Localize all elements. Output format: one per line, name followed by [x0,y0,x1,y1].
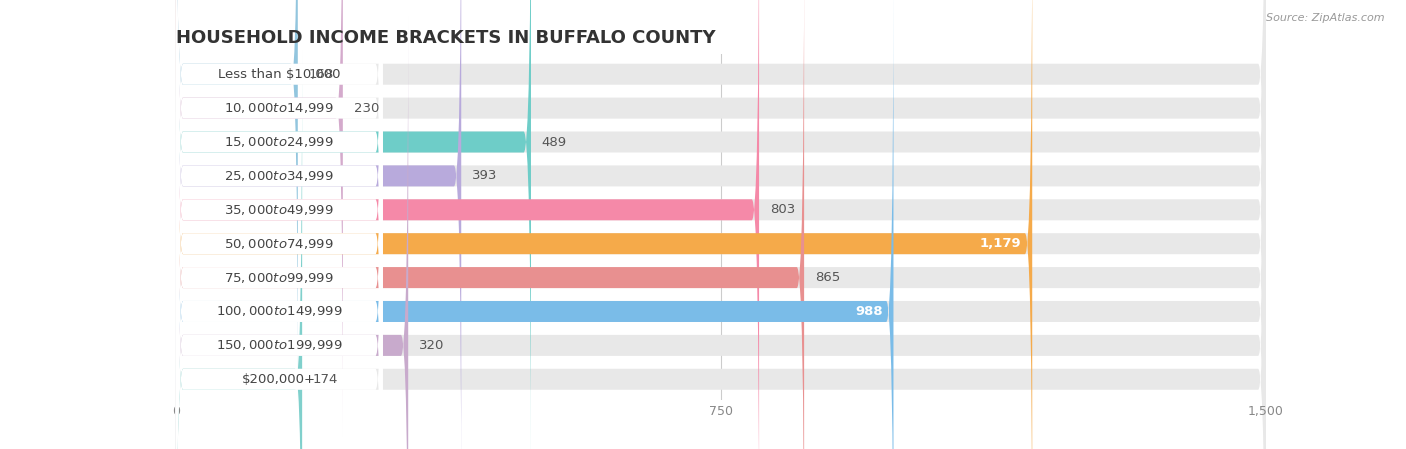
FancyBboxPatch shape [176,0,893,449]
Text: 803: 803 [770,203,796,216]
FancyBboxPatch shape [176,0,382,449]
FancyBboxPatch shape [176,0,1265,449]
Text: $150,000 to $199,999: $150,000 to $199,999 [217,339,343,352]
FancyBboxPatch shape [176,0,1265,449]
Text: $25,000 to $34,999: $25,000 to $34,999 [225,169,335,183]
Text: $50,000 to $74,999: $50,000 to $74,999 [225,237,335,251]
Text: $35,000 to $49,999: $35,000 to $49,999 [225,203,335,217]
FancyBboxPatch shape [176,51,1265,449]
Text: 174: 174 [314,373,339,386]
Text: HOUSEHOLD INCOME BRACKETS IN BUFFALO COUNTY: HOUSEHOLD INCOME BRACKETS IN BUFFALO COU… [176,29,716,47]
FancyBboxPatch shape [176,0,382,403]
FancyBboxPatch shape [176,0,382,449]
FancyBboxPatch shape [176,0,1265,449]
Text: $200,000+: $200,000+ [242,373,316,386]
FancyBboxPatch shape [176,0,804,449]
FancyBboxPatch shape [176,0,382,449]
Text: 393: 393 [472,169,498,182]
FancyBboxPatch shape [176,0,759,449]
FancyBboxPatch shape [176,0,382,449]
Text: 1,179: 1,179 [980,237,1021,250]
Text: 230: 230 [354,101,380,114]
Text: 320: 320 [419,339,444,352]
Text: $75,000 to $99,999: $75,000 to $99,999 [225,271,335,285]
Text: 865: 865 [815,271,841,284]
Text: 168: 168 [309,68,335,81]
Text: $100,000 to $149,999: $100,000 to $149,999 [217,304,343,318]
FancyBboxPatch shape [176,17,1265,449]
Text: 489: 489 [541,136,567,149]
FancyBboxPatch shape [176,51,382,449]
FancyBboxPatch shape [176,0,382,449]
FancyBboxPatch shape [176,0,531,449]
FancyBboxPatch shape [176,0,382,449]
FancyBboxPatch shape [176,0,298,403]
FancyBboxPatch shape [176,0,1265,436]
FancyBboxPatch shape [176,0,1265,449]
Text: $15,000 to $24,999: $15,000 to $24,999 [225,135,335,149]
Text: Less than $10,000: Less than $10,000 [218,68,340,81]
FancyBboxPatch shape [176,0,382,436]
FancyBboxPatch shape [176,51,302,449]
Text: 988: 988 [855,305,883,318]
FancyBboxPatch shape [176,17,382,449]
FancyBboxPatch shape [176,17,408,449]
Text: $10,000 to $14,999: $10,000 to $14,999 [225,101,335,115]
FancyBboxPatch shape [176,0,1265,449]
FancyBboxPatch shape [176,0,1265,403]
FancyBboxPatch shape [176,0,1265,449]
FancyBboxPatch shape [176,0,1032,449]
FancyBboxPatch shape [176,0,461,449]
FancyBboxPatch shape [176,0,343,436]
Text: Source: ZipAtlas.com: Source: ZipAtlas.com [1267,13,1385,23]
